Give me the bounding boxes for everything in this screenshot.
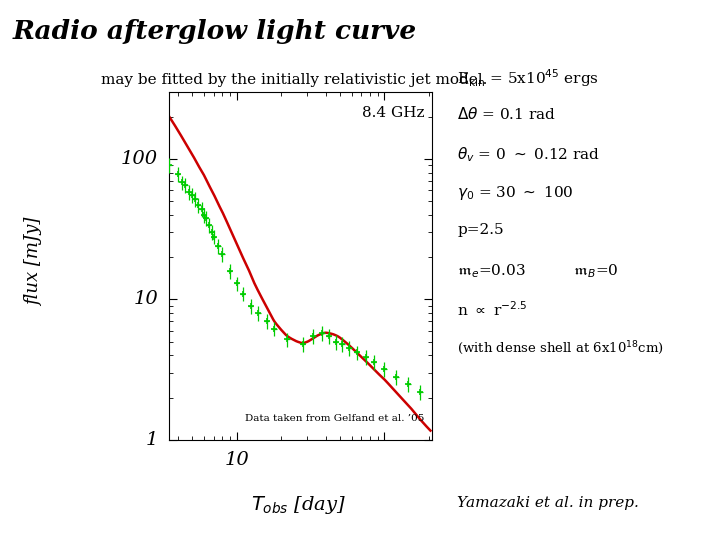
Text: 10: 10 bbox=[133, 291, 158, 308]
Text: 1: 1 bbox=[145, 431, 158, 449]
Text: n $\propto$ r$^{-2.5}$: n $\propto$ r$^{-2.5}$ bbox=[457, 301, 528, 320]
Text: 100: 100 bbox=[121, 150, 158, 168]
Text: p=2.5: p=2.5 bbox=[457, 223, 504, 237]
Text: $\gamma_0$ = 30 $\sim$ 100: $\gamma_0$ = 30 $\sim$ 100 bbox=[457, 184, 574, 202]
Text: $\Delta\theta$ = 0.1 rad: $\Delta\theta$ = 0.1 rad bbox=[457, 106, 557, 123]
Text: $\theta_v$ = 0 $\sim$ 0.12 rad: $\theta_v$ = 0 $\sim$ 0.12 rad bbox=[457, 145, 600, 164]
Text: 8.4 GHz: 8.4 GHz bbox=[361, 106, 424, 120]
Text: flux [mJy]: flux [mJy] bbox=[26, 218, 44, 306]
Text: Data taken from Gelfand et al. ’05: Data taken from Gelfand et al. ’05 bbox=[245, 414, 424, 423]
Text: (with dense shell at 6x10$^{18}$cm): (with dense shell at 6x10$^{18}$cm) bbox=[457, 340, 664, 357]
Text: $\mathit{T}_{obs}$ [day]: $\mathit{T}_{obs}$ [day] bbox=[251, 494, 346, 516]
Text: E$_{\rm kin}$ = 5x10$^{45}$ ergs: E$_{\rm kin}$ = 5x10$^{45}$ ergs bbox=[457, 68, 599, 89]
Text: Yamazaki et al. in prep.: Yamazaki et al. in prep. bbox=[457, 496, 639, 510]
Text: $\mathfrak{m}_e$=0.03          $\mathfrak{m}_B$=0: $\mathfrak{m}_e$=0.03 $\mathfrak{m}_B$=0 bbox=[457, 262, 618, 280]
Text: 10: 10 bbox=[224, 451, 249, 469]
Text: Radio afterglow light curve: Radio afterglow light curve bbox=[13, 18, 417, 44]
Text: may be fitted by the initially relativistic jet model.: may be fitted by the initially relativis… bbox=[101, 73, 487, 87]
